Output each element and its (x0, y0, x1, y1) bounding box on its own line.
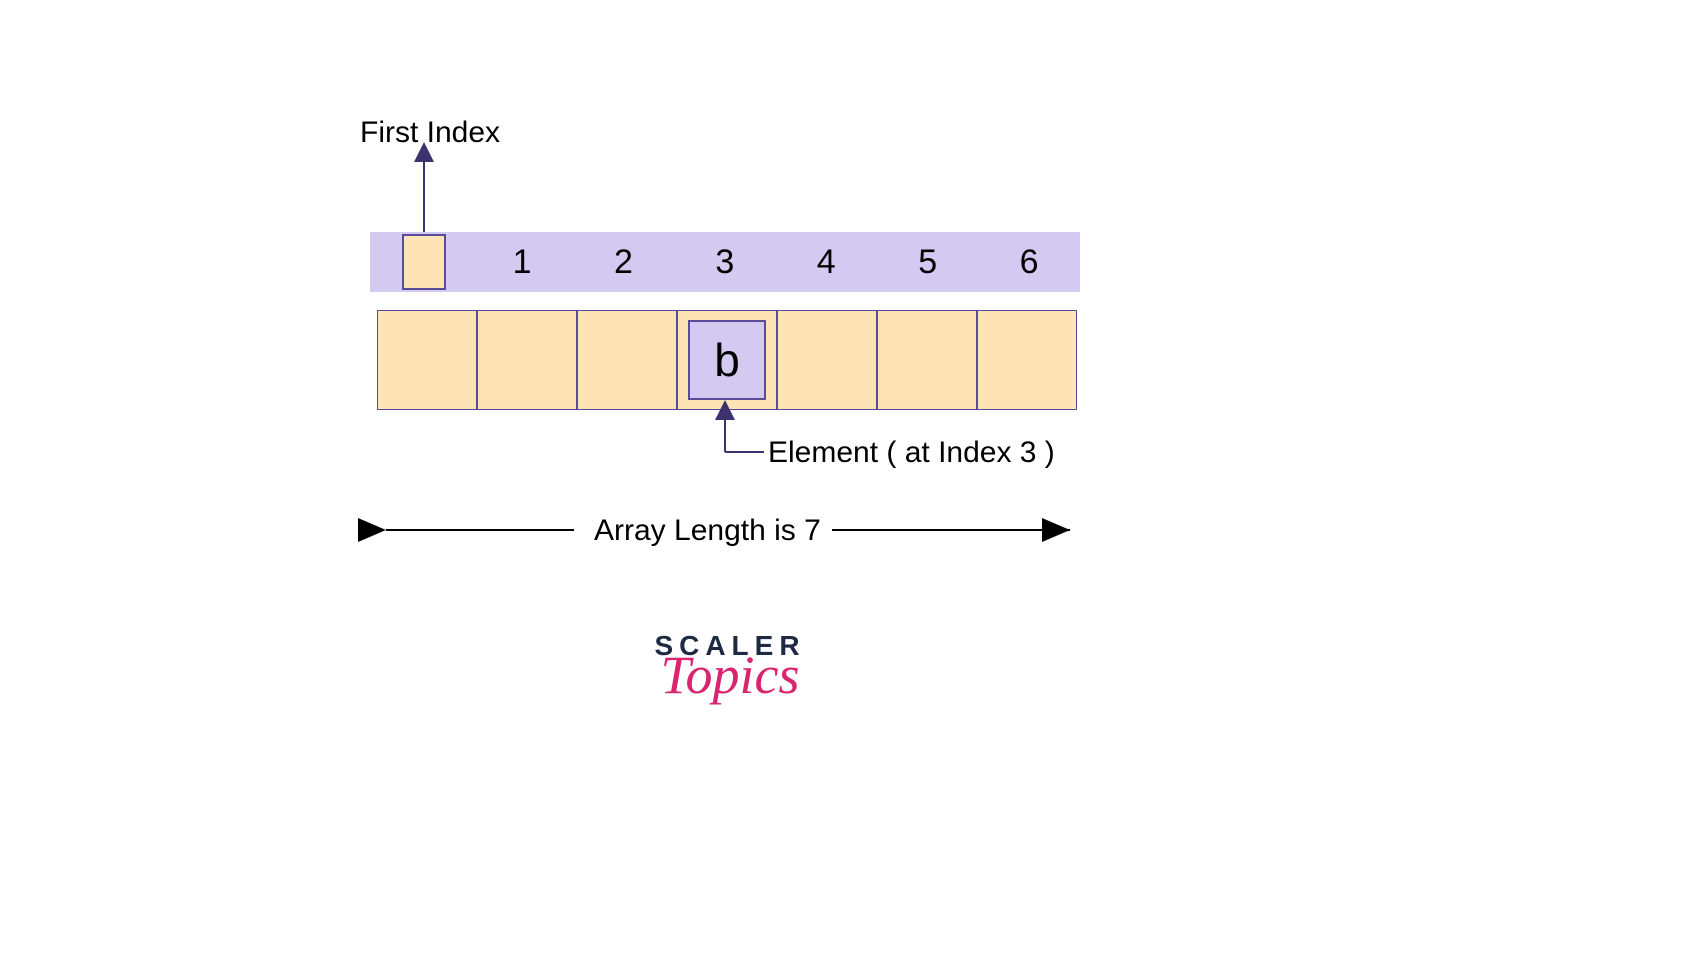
zero-index-box (402, 234, 446, 290)
array-cell-6 (977, 310, 1077, 410)
array-cell-4 (777, 310, 877, 410)
index-label-5: 5 (877, 232, 978, 292)
highlighted-element-box: b (688, 320, 766, 400)
array-cell-0 (377, 310, 477, 410)
array-cell-1 (477, 310, 577, 410)
array-cell-5 (877, 310, 977, 410)
index-label-3: 3 (674, 232, 775, 292)
index-label-1: 1 (471, 232, 572, 292)
array-length-label: Array Length is 7 (594, 514, 821, 548)
first-index-label: First Index (360, 116, 500, 150)
index-label-4: 4 (776, 232, 877, 292)
diagram-stage: First Index 0123456 b Element ( at Index… (0, 0, 1701, 955)
array-cell-2 (577, 310, 677, 410)
scaler-topics-logo: SCALER Topics (630, 630, 830, 702)
index-label-6: 6 (978, 232, 1079, 292)
element-at-index-label: Element ( at Index 3 ) (768, 436, 1055, 470)
index-strip: 0123456 (370, 232, 1080, 292)
index-label-2: 2 (573, 232, 674, 292)
arrows-overlay (0, 0, 1701, 955)
